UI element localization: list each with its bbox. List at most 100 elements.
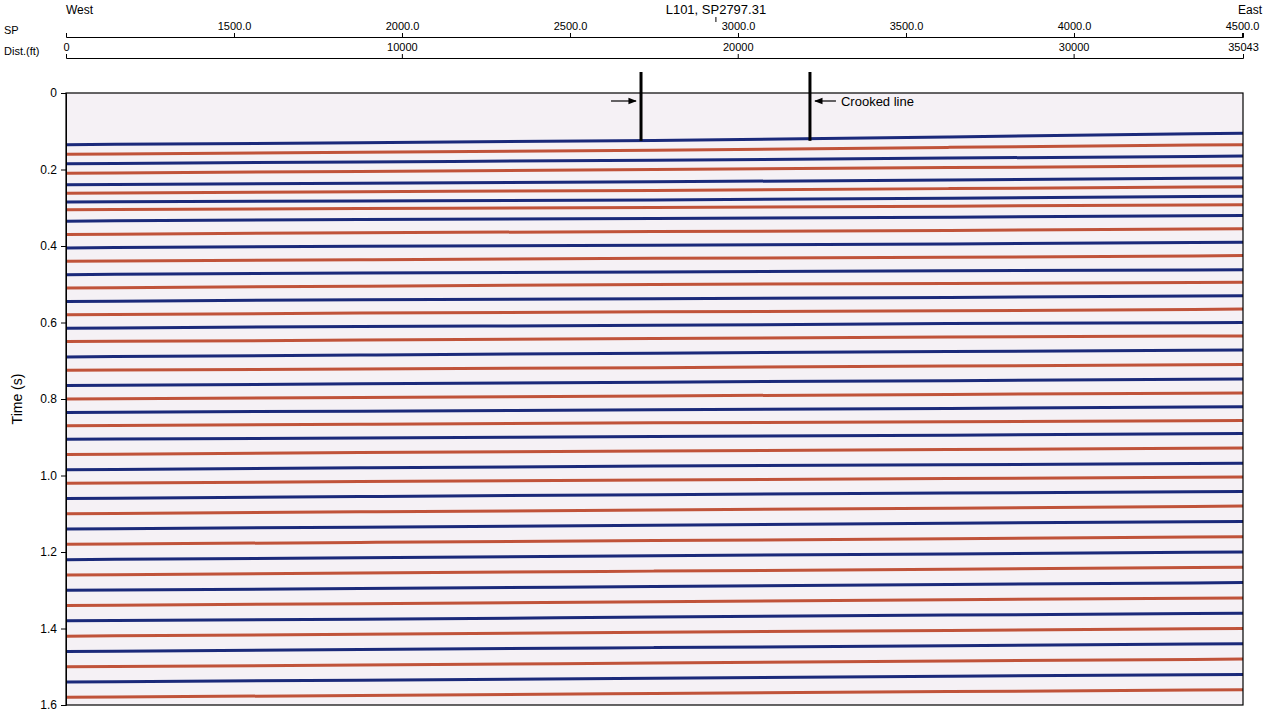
x2-axis-line <box>67 33 1244 38</box>
tick-label: 0.2 <box>40 163 57 177</box>
reflector <box>66 145 1243 155</box>
tick: 35043 <box>1228 41 1259 58</box>
tick-label: 20000 <box>723 41 754 53</box>
reflector <box>66 166 1243 174</box>
reflector <box>66 448 1243 455</box>
reflector <box>66 521 1243 529</box>
tick: 20000 <box>723 41 754 58</box>
reflector <box>66 336 1243 342</box>
reflector <box>66 205 1243 210</box>
tick-label: 35043 <box>1228 41 1259 53</box>
plot-frame <box>66 93 1243 705</box>
reflector <box>66 323 1243 329</box>
tick-label: 3000.0 <box>722 20 756 32</box>
reflector <box>66 187 1243 194</box>
tick-label: 2000.0 <box>386 20 420 32</box>
tick: 0.6 <box>40 316 66 330</box>
reflector <box>66 598 1243 606</box>
tick-label: 2500.0 <box>554 20 588 32</box>
tick-mark <box>61 629 66 630</box>
reflector <box>66 506 1243 514</box>
tick-label: 1.6 <box>40 698 57 712</box>
tick-mark <box>61 170 66 171</box>
reflector <box>66 156 1243 164</box>
tick-mark <box>402 54 403 58</box>
reflector <box>66 690 1243 698</box>
tick-label: 10000 <box>387 41 418 53</box>
tick-label: 4000.0 <box>1058 20 1092 32</box>
reflector <box>66 644 1243 652</box>
reflector <box>66 463 1243 470</box>
axis-title: Time (s) <box>9 374 25 425</box>
tick-mark <box>1242 33 1243 37</box>
x-axis: 0 10000 20000 30000 35043 <box>63 41 1258 59</box>
tick: 1.4 <box>40 622 66 636</box>
tick: 0.2 <box>40 163 66 177</box>
tick-mark <box>1243 54 1244 58</box>
y-axis: 00.20.40.60.81.01.21.41.6 <box>40 86 66 712</box>
tick-mark <box>61 476 66 477</box>
tick-mark <box>61 323 66 324</box>
plot-background <box>66 93 1243 705</box>
reflector <box>66 133 1243 144</box>
tick: 0 <box>63 41 69 58</box>
reflector <box>66 379 1243 386</box>
reflector <box>66 407 1243 413</box>
tick-mark <box>402 33 403 37</box>
reflector <box>66 420 1243 425</box>
direction-label: East <box>1238 3 1263 17</box>
tick-mark <box>570 33 571 37</box>
annotation: Crooked line <box>841 94 914 109</box>
reflector <box>66 659 1243 667</box>
tick-label: 0.4 <box>40 239 57 253</box>
tick-label: 3500.0 <box>890 20 924 32</box>
reflector <box>66 365 1243 371</box>
tick-mark <box>738 33 739 37</box>
x2-axis: 1500.02000.02500.03000.03500.04000.04500… <box>67 20 1260 38</box>
tick-mark <box>234 33 235 37</box>
y-axis-line <box>61 94 67 706</box>
tick-mark <box>61 246 66 247</box>
reflector <box>66 567 1243 575</box>
tick: 1.2 <box>40 545 66 559</box>
annotation-tick <box>715 17 716 22</box>
crooked-line-marker <box>808 72 811 141</box>
tick-mark <box>61 399 66 400</box>
reflector <box>66 256 1243 262</box>
reflector <box>66 270 1243 275</box>
arrow <box>611 100 636 101</box>
x-axis-line <box>67 54 1244 59</box>
axis-title: Dist.(ft) <box>4 45 39 57</box>
reflector <box>66 629 1243 637</box>
tick-mark <box>738 54 739 58</box>
reflector <box>66 674 1243 682</box>
annotation: L101, SP2797.31 <box>666 2 766 17</box>
tick: 10000 <box>387 41 418 58</box>
tick-mark <box>906 33 907 37</box>
tick-mark <box>1074 54 1075 58</box>
reflector <box>66 215 1243 221</box>
tick-mark <box>61 552 66 553</box>
reflector <box>66 537 1243 545</box>
reflector <box>66 393 1243 399</box>
reflector <box>66 296 1243 302</box>
tick-label: 1.4 <box>40 622 57 636</box>
tick-label: 1.0 <box>40 469 57 483</box>
tick-label: 0 <box>50 86 57 100</box>
tick: 30000 <box>1059 41 1090 58</box>
tick-label: 0.6 <box>40 316 57 330</box>
tick: 4500.0 <box>1226 20 1260 37</box>
chart: 00.20.40.60.81.01.21.41.6010000200003000… <box>0 0 1266 717</box>
tick-mark <box>1074 33 1075 37</box>
tick: 1.6 <box>40 698 66 712</box>
reflector <box>66 552 1243 560</box>
reflector <box>66 433 1243 439</box>
arrow <box>815 100 836 101</box>
tick-label: 0 <box>63 41 69 53</box>
axis-title: SP <box>4 24 19 36</box>
tick-label: 1.2 <box>40 545 57 559</box>
reflector <box>66 492 1243 499</box>
crooked-line-marker <box>640 72 643 141</box>
tick: 4000.0 <box>1058 20 1092 37</box>
reflector <box>66 282 1243 288</box>
